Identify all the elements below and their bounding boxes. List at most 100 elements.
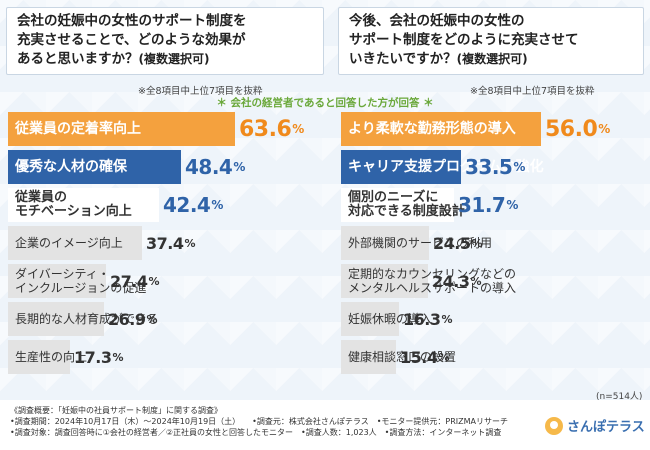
bar-value-number-right-7: 15.4 [400, 347, 438, 367]
bar-label-line-right-2-1: キャリア支援プログラムの強化 [348, 159, 544, 175]
logo-text: さんぽテラス [567, 420, 645, 435]
bar-label-line-right-5-1: 定期的なカウンセリングなどの [348, 267, 517, 281]
bar-right-4: 外部機関のサービスの利用 [341, 226, 492, 260]
bar-label-left-6: 長期的な人材育成ができる [15, 312, 159, 326]
bar-value-left-4: 37.4% [146, 226, 195, 260]
bar-value-number-right-1: 56.0 [545, 116, 598, 142]
bar-value-number-right-3: 31.7 [458, 193, 506, 217]
bar-value-left-2: 48.4% [185, 150, 245, 184]
bar-value-unit-left-7: % [112, 350, 124, 364]
bar-right-2: キャリア支援プログラムの強化 [341, 150, 544, 184]
bar-value-unit-left-6: % [146, 312, 158, 326]
bar-left-1: 従業員の定着率向上 [8, 112, 235, 146]
bar-value-right-3: 31.7% [458, 188, 518, 222]
bar-value-number-left-5: 27.4 [110, 271, 148, 291]
top-items-note-right: ※全8項目中上位7項目を抜粋 [470, 86, 595, 97]
bar-value-unit-left-3: % [211, 198, 223, 212]
bar-label-line-left-6-1: 長期的な人材育成ができる [15, 312, 159, 326]
bar-label-line-left-5-1: ダイバーシティ・ [15, 267, 110, 281]
bar-value-right-1: 56.0% [545, 112, 610, 146]
bar-label-line-left-3-2: モチベーション向上 [15, 204, 132, 219]
bar-value-number-right-4: 24.5 [433, 233, 471, 253]
bar-left-2: 優秀な人材の確保 [8, 150, 181, 184]
bar-value-number-left-6: 26.9 [108, 309, 146, 329]
bar-label-line-right-7-1: 健康相談窓口の設置 [348, 350, 457, 364]
bar-value-unit-left-4: % [184, 236, 196, 250]
bar-label-left-4: 企業のイメージ向上 [15, 236, 123, 250]
bar-label-right-3: 個別のニーズに 対応できる制度設計 [348, 191, 465, 219]
question-left-line-3: あると思いますか？ [17, 51, 139, 67]
bar-right-5: 定期的なカウンセリングなどの メンタルヘルスサポートの導入 [341, 264, 516, 298]
bar-value-number-left-2: 48.4 [185, 155, 233, 179]
footer-line-3: •調査対象：調査回答時に①会社の経営者／②正社員の女性と回答したモニター •調査… [10, 428, 502, 437]
question-left-line-2: 充実させることで、どのような効果が [17, 32, 246, 48]
bar-value-left-7: 17.3% [74, 340, 123, 374]
bar-label-right-2: キャリア支援プログラムの強化 [348, 160, 544, 174]
bar-value-number-right-5: 24.3 [432, 271, 470, 291]
bar-label-line-left-3-1: 従業員の [15, 190, 68, 205]
bar-left-4: 企業のイメージ向上 [8, 226, 142, 260]
bar-value-number-right-2: 33.5 [465, 155, 513, 179]
question-right: 今後、会社の妊娠中の女性の サポート制度をどのように充実させて いきたいですか？… [338, 7, 644, 75]
question-right-line-1: 今後、会社の妊娠中の女性の [349, 13, 525, 29]
bar-value-unit-left-1: % [292, 122, 304, 136]
bar-label-left-2: 優秀な人材の確保 [15, 160, 127, 174]
bar-label-left-7: 生産性の向上 [15, 350, 87, 364]
bar-value-right-2: 33.5% [465, 150, 525, 184]
bar-label-line-right-3-2: 対応できる制度設計 [348, 204, 465, 219]
bar-value-unit-left-2: % [233, 160, 245, 174]
bar-label-line-left-2-1: 優秀な人材の確保 [15, 159, 127, 175]
bar-right-6: 妊娠休暇の導入 [341, 302, 432, 336]
bar-label-line-left-7-1: 生産性の向上 [15, 350, 88, 364]
top-items-note-left: ※全8項目中上位7項目を抜粋 [138, 86, 263, 97]
bar-label-line-left-5-2: インクルージョンの促進 [15, 281, 147, 295]
question-left: 会社の妊娠中の女性のサポート制度を 充実させることで、どのような効果が あると思… [6, 7, 324, 75]
bar-value-right-4: 24.5% [433, 226, 482, 260]
bar-value-left-6: 26.9% [108, 302, 157, 336]
bar-label-right-4: 外部機関のサービスの利用 [348, 236, 492, 250]
bar-label-right-6: 妊娠休暇の導入 [348, 312, 432, 326]
bar-left-3: 従業員の モチベーション向上 [8, 188, 159, 222]
bar-value-number-left-7: 17.3 [74, 347, 112, 367]
bar-left-7: 生産性の向上 [8, 340, 87, 374]
bar-right-1: より柔軟な勤務形態の導入 [341, 112, 541, 146]
survey-footer: 《調査概要：「妊娠中の社員サポート制度」に関する調査》 •調査期間：2024年1… [0, 400, 650, 450]
bar-label-right-7: 健康相談窓口の設置 [348, 350, 456, 364]
bar-label-left-1: 従業員の定着率向上 [15, 122, 141, 136]
bar-value-left-5: 27.4% [110, 264, 159, 298]
bar-left-6: 長期的な人材育成ができる [8, 302, 159, 336]
question-left-line-1: 会社の妊娠中の女性のサポート制度を [17, 13, 247, 29]
question-right-line-3: いきたいですか？ [349, 51, 457, 67]
bar-label-line-left-4-1: 企業のイメージ向上 [15, 236, 123, 250]
footer-line-1: 《調査概要：「妊娠中の社員サポート制度」に関する調査》 [10, 406, 222, 415]
bar-label-left-3: 従業員の モチベーション向上 [15, 191, 132, 219]
bar-value-number-left-4: 37.4 [146, 233, 184, 253]
footer-line-2: •調査期間：2024年10月17日（木）～2024年10月19日（土） •調査元… [10, 417, 509, 426]
bar-value-right-5: 24.3% [432, 264, 481, 298]
bar-value-number-right-6: 16.3 [403, 309, 441, 329]
bar-value-unit-right-7: % [438, 350, 450, 364]
bar-value-unit-right-3: % [506, 198, 518, 212]
bar-value-left-1: 63.6% [239, 112, 304, 146]
bar-label-line-right-3-1: 個別のニーズに [348, 190, 439, 205]
bar-right-7: 健康相談窓口の設置 [341, 340, 456, 374]
bar-value-unit-left-5: % [148, 274, 160, 288]
bar-value-unit-right-5: % [470, 274, 482, 288]
brand-logo: さんぽテラス [545, 416, 645, 435]
bar-value-right-7: 15.4% [400, 340, 449, 374]
bar-value-unit-right-4: % [471, 236, 483, 250]
question-right-line-2: サポート制度をどのように充実させて [349, 32, 579, 48]
bar-label-line-right-6-1: 妊娠休暇の導入 [348, 312, 433, 326]
bar-label-right-5: 定期的なカウンセリングなどの メンタルヘルスサポートの導入 [348, 267, 516, 295]
bar-value-number-left-3: 42.4 [163, 193, 211, 217]
bar-label-line-right-4-1: 外部機関のサービスの利用 [348, 236, 493, 250]
sample-size-note: (n=514人) [596, 392, 643, 402]
bar-value-unit-right-1: % [598, 122, 610, 136]
bar-left-5: ダイバーシティ・ インクルージョンの促進 [8, 264, 146, 298]
logo-sun-icon [545, 416, 563, 435]
bar-right-3: 個別のニーズに 対応できる制度設計 [341, 188, 465, 222]
bar-label-line-left-1-1: 従業員の定着率向上 [15, 121, 141, 137]
bar-value-number-left-1: 63.6 [239, 116, 292, 142]
bar-label-line-right-1-1: より柔軟な勤務形態の導入 [348, 121, 516, 137]
bar-value-unit-right-6: % [441, 312, 453, 326]
